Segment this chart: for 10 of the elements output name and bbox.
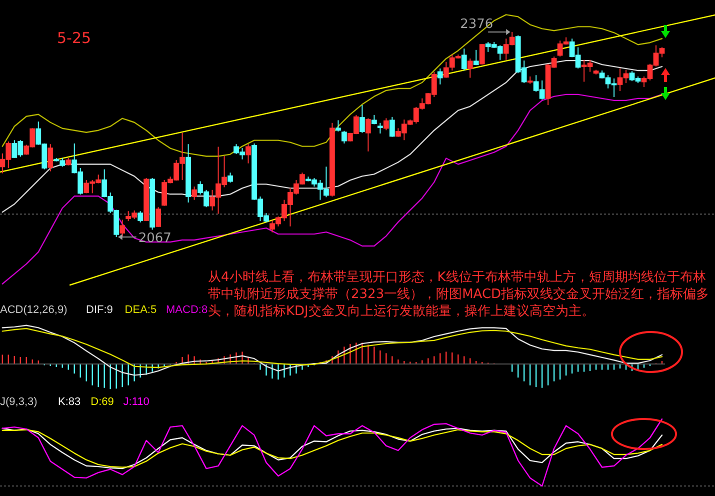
text: DIF:9 bbox=[86, 304, 113, 316]
text: J:110 bbox=[123, 396, 150, 408]
legend-title: ACD(12,26,9) bbox=[0, 304, 68, 316]
annotation: 5-25 bbox=[57, 29, 92, 47]
text: DEA:5 bbox=[124, 304, 157, 316]
text: D:69 bbox=[90, 396, 114, 408]
text: MACD:8 bbox=[166, 304, 208, 316]
legend-title: J(9,3,3) bbox=[0, 396, 38, 408]
text: K:83 bbox=[58, 396, 81, 408]
annotation: 从4小时线上看，布林带呈现开口形态，K线位于布林带中轨上方，短周期均线位于布林带中轨附近形成支撑带（2323一线），附图MACD指标双线交金叉开始泛红，指标偏多头，随机指标KDJ交金叉向上运行发散能量，操作上建议高空为主。 bbox=[208, 269, 710, 319]
